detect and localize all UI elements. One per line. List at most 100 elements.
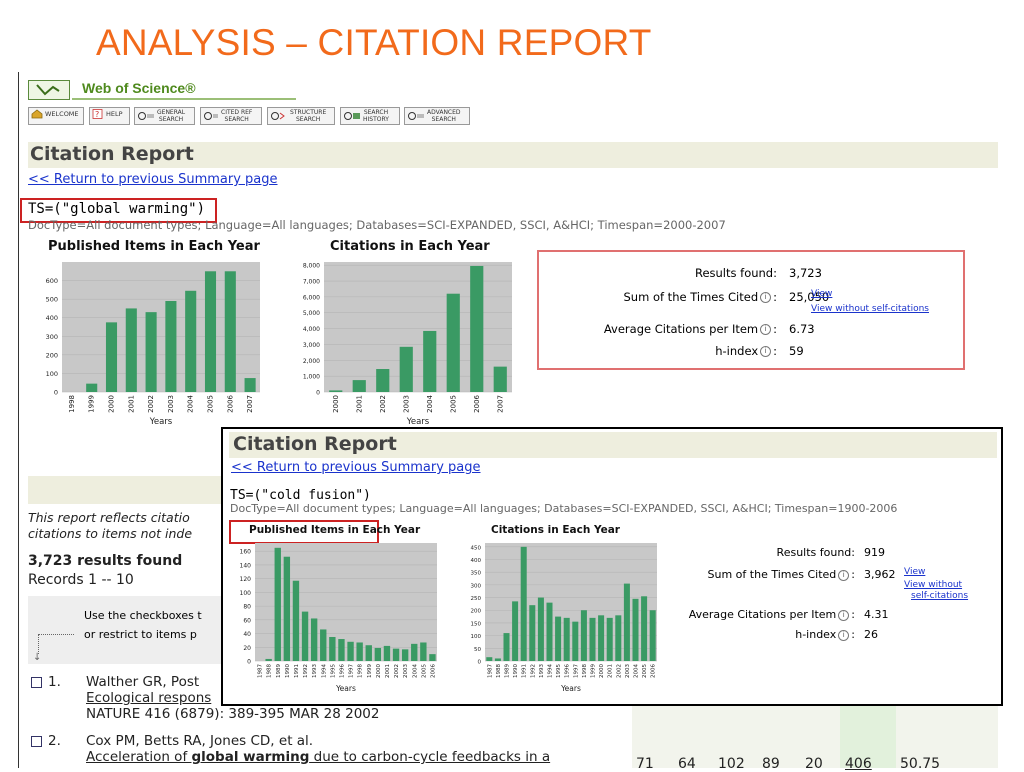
record-title-link[interactable]: Ecological respons	[86, 690, 212, 706]
home-icon	[31, 109, 43, 119]
x-tick-label: 2005	[421, 664, 427, 678]
x-tick-label: 2002	[616, 664, 622, 678]
chart-title: Published Items in Each Year	[249, 524, 421, 536]
cited-ref-search-button[interactable]: CITED REF SEARCH	[200, 107, 262, 125]
x-tick-label: 2000	[376, 664, 382, 678]
bar	[365, 645, 372, 661]
info-icon[interactable]: i	[760, 346, 772, 357]
x-tick-label: 2001	[127, 395, 135, 413]
x-tick-label: 2006	[226, 394, 234, 412]
search-history-button[interactable]: SEARCH HISTORY	[340, 107, 400, 125]
advanced-search-button[interactable]: ADVANCED SEARCH	[404, 107, 470, 125]
h-index-label: h-index i:	[715, 344, 777, 358]
bar	[649, 610, 656, 661]
report-title: Citation Report	[30, 143, 194, 165]
wos-logo[interactable]: Web of Science®	[28, 80, 296, 100]
x-tick-label: 1995	[330, 664, 336, 678]
x-tick-label: 2003	[167, 395, 175, 413]
help-icon: ?	[92, 109, 104, 119]
return-to-summary-link[interactable]: << Return to previous Summary page	[231, 460, 481, 475]
svg-text:?: ?	[95, 110, 99, 119]
view-link[interactable]: View	[904, 567, 926, 577]
y-tick-label: 150	[471, 621, 482, 627]
return-to-summary-link[interactable]: << Return to previous Summary page	[28, 172, 278, 187]
bar	[563, 617, 570, 661]
info-icon[interactable]: i	[838, 629, 850, 641]
bar	[374, 647, 382, 661]
bar	[352, 380, 366, 392]
report-header-band	[28, 142, 998, 168]
x-axis-label: Years	[560, 684, 581, 693]
x-tick-label: 2000	[599, 664, 605, 678]
bar	[589, 617, 596, 661]
y-tick-label: 200	[46, 351, 58, 359]
chart-title: Published Items in Each Year	[48, 239, 260, 254]
y-tick-label: 6,000	[303, 294, 320, 301]
structure-search-button[interactable]: STRUCTURE SEARCH	[267, 107, 335, 125]
table-cell: 71	[636, 756, 654, 772]
x-tick-label: 1993	[539, 664, 545, 678]
wos-brand: Web of Science®	[82, 80, 196, 96]
x-tick-label: 1996	[565, 664, 571, 678]
bar	[470, 265, 484, 392]
list-item: 1.	[31, 674, 61, 690]
y-tick-label: 100	[240, 590, 252, 597]
avg-citations-value: 4.31	[864, 608, 889, 621]
record-authors: Cox PM, Betts RA, Jones CD, et al.	[86, 733, 314, 749]
bar	[283, 556, 291, 661]
y-tick-label: 600	[46, 277, 58, 285]
view-without-self-citations-link[interactable]: View without self-citations	[811, 304, 929, 314]
view-without-link[interactable]: View without	[904, 580, 963, 590]
welcome-button[interactable]: WELCOME	[28, 107, 84, 125]
bar	[329, 390, 343, 392]
bar	[86, 383, 98, 392]
bar	[292, 580, 300, 661]
total-cites-link[interactable]: 406	[845, 756, 872, 772]
bar	[399, 346, 413, 392]
record-checkbox[interactable]	[31, 735, 42, 747]
x-tick-label: 2003	[403, 664, 409, 678]
bar	[598, 615, 605, 661]
bar	[411, 643, 418, 661]
info-icon[interactable]: i	[760, 324, 772, 335]
record-checkbox[interactable]	[31, 676, 42, 688]
sum-cited-value: 25,050	[789, 290, 830, 304]
sum-cited-value: 3,962	[864, 568, 896, 581]
query-text: TS=("global warming")	[28, 201, 206, 217]
arrow-down-icon: ↓	[33, 652, 42, 663]
x-tick-label: 1988	[496, 664, 502, 678]
y-tick-label: 300	[471, 583, 482, 589]
x-tick-label: 2005	[642, 664, 648, 678]
bar	[204, 271, 217, 392]
self-citations-link[interactable]: self-citations	[911, 591, 969, 601]
chart-title: Citations in Each Year	[330, 239, 490, 254]
x-tick-label: 2003	[402, 395, 410, 413]
bar	[503, 633, 510, 661]
plot-area	[324, 262, 512, 392]
bar	[320, 629, 327, 661]
record-title-link[interactable]: Acceleration of global warming due to ca…	[86, 749, 551, 765]
list-item: 2.	[31, 733, 61, 749]
general-search-button[interactable]: GENERAL SEARCH	[134, 107, 195, 125]
info-icon[interactable]: i	[760, 292, 772, 303]
help-button[interactable]: ? HELP	[89, 107, 130, 125]
y-tick-label: 0	[316, 390, 320, 397]
view-link[interactable]: View	[811, 289, 833, 299]
citations-chart: 0 1,000 2,000 3,000 4,000 5,000 6,000 7,000 8,00…	[303, 262, 512, 427]
info-icon[interactable]: i	[838, 569, 850, 581]
y-tick-label: 200	[471, 609, 482, 615]
tree-line-icon	[38, 634, 39, 654]
y-tick-label: 160	[240, 549, 252, 556]
x-tick-label: 2006	[430, 664, 436, 678]
x-tick-label: 2004	[426, 394, 434, 412]
bar	[423, 330, 437, 392]
bar	[493, 366, 507, 392]
x-tick-label: 2001	[608, 664, 614, 678]
slide-title: ANALYSIS – CITATION REPORT	[96, 22, 652, 63]
plot-area	[255, 543, 437, 661]
x-tick-label: 2004	[187, 394, 195, 412]
y-tick-label: 0	[247, 659, 251, 666]
report-note: This report reflects citatio citations t…	[28, 510, 193, 541]
info-icon[interactable]: i	[838, 609, 850, 621]
